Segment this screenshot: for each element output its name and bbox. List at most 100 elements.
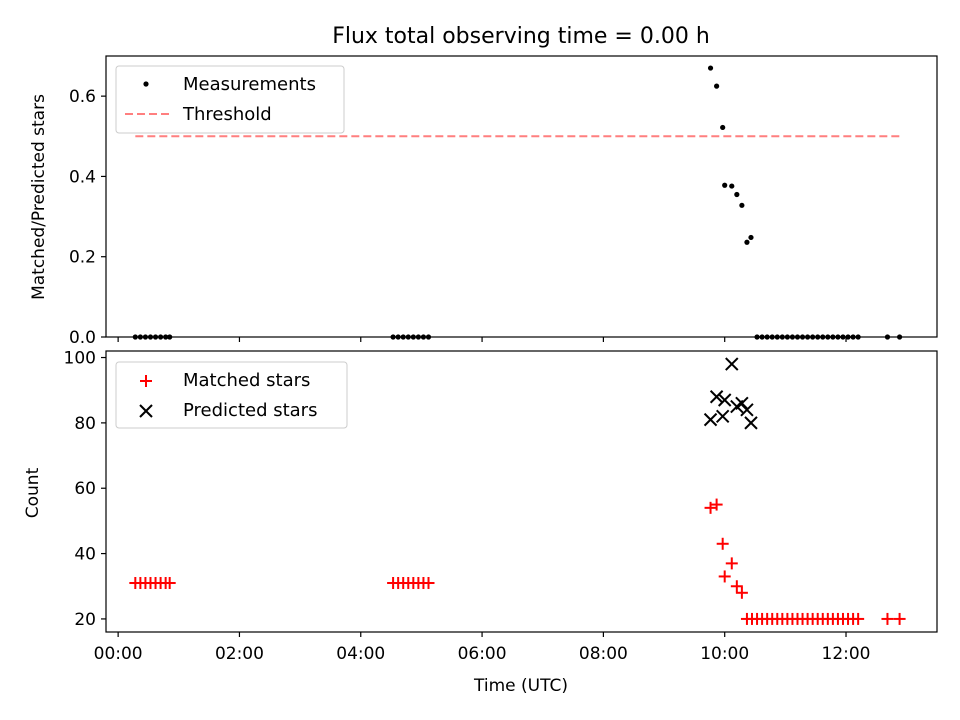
- bottom-axes-frame: [105, 350, 938, 633]
- measurement-point: [739, 202, 745, 208]
- bottom-y-ticks: 20 40 60 80 100: [64, 349, 106, 630]
- matched-star-point: [893, 612, 906, 625]
- matched-star-point: [710, 498, 723, 511]
- measurement-point: [720, 124, 726, 131]
- measurement-point: [840, 334, 846, 340]
- measurement-point: [825, 334, 831, 340]
- matched-star-point: [852, 612, 865, 625]
- top-ytick-label: 0.0: [69, 328, 96, 348]
- predicted-star-point: [744, 416, 758, 430]
- measurement-point: [425, 334, 432, 340]
- xtick-label: 10:00: [700, 644, 749, 664]
- measurement-point: [779, 334, 785, 340]
- measurement-point: [764, 334, 770, 340]
- top-panel: 0.0 0.2 0.4 0.6 Matched/Predicted stars Mea…: [29, 55, 938, 348]
- legend-predicted-label: Predicted stars: [183, 400, 317, 421]
- bottom-legend: Matched stars Predicted stars: [115, 361, 348, 429]
- measurement-point: [789, 334, 796, 340]
- bottom-x-ticks: 00:00 02:00 04:00 06:00 08:00 10:00 12:00: [94, 632, 871, 664]
- matched-star-point: [718, 570, 731, 583]
- measurement-point: [845, 334, 851, 340]
- x-axis-label: Time (UTC): [473, 676, 568, 696]
- predicted-star-point: [717, 393, 732, 407]
- legend-measurements-label: Measurements: [183, 74, 316, 95]
- measurement-point: [748, 234, 754, 241]
- bottom-ytick-label: 20: [74, 610, 96, 630]
- measurement-point: [830, 334, 836, 340]
- matched-star-point: [163, 576, 176, 589]
- measurement-point: [142, 334, 149, 340]
- top-y-ticks: 0.0 0.2 0.4 0.6: [69, 87, 106, 348]
- measurement-point: [390, 334, 396, 340]
- measurement-point: [799, 334, 806, 340]
- measurement-point: [810, 334, 816, 340]
- measurement-point: [395, 334, 401, 340]
- matched-star-point: [422, 576, 435, 589]
- bottom-panel: 20 40 60 80 100 00:00 02:00 04:00 06:00 08:00 10:…: [23, 349, 938, 696]
- measurement-point: [410, 334, 416, 340]
- top-ytick-label: 0.4: [69, 167, 96, 187]
- top-ytick-label: 0.2: [69, 248, 96, 268]
- matched-star-point: [881, 612, 894, 625]
- chart-title: Flux total observing time = 0.00 h: [332, 24, 710, 49]
- matched-star-point: [704, 501, 717, 514]
- legend-matched-marker: [140, 375, 152, 387]
- measurement-point: [714, 83, 720, 89]
- top-legend-box: [115, 65, 345, 134]
- measurement-point: [147, 334, 154, 340]
- matched-star-point: [716, 537, 729, 550]
- xtick-label: 04:00: [336, 644, 385, 664]
- measurement-point: [405, 334, 411, 340]
- xtick-label: 06:00: [458, 644, 507, 664]
- measurement-point: [722, 182, 728, 188]
- measurement-point: [734, 191, 740, 198]
- measurement-point: [152, 334, 159, 340]
- legend-threshold-label: Threshold: [182, 104, 272, 125]
- measurement-point: [784, 334, 790, 340]
- measurement-point: [167, 334, 173, 340]
- measurement-point: [850, 334, 856, 340]
- bottom-ytick-label: 80: [74, 414, 96, 434]
- count-points: [129, 357, 906, 625]
- measurement-point: [420, 334, 427, 340]
- xtick-label: 02:00: [215, 644, 264, 664]
- predicted-star-point: [715, 409, 730, 424]
- measurement-point: [132, 334, 138, 340]
- measurement-point: [896, 334, 903, 340]
- measurement-point: [137, 334, 143, 340]
- measurement-point: [759, 334, 765, 340]
- xtick-label: 00:00: [94, 644, 143, 664]
- measurement-point: [794, 334, 801, 340]
- top-y-axis-label: Matched/Predicted stars: [29, 94, 49, 300]
- bottom-y-axis-label: Count: [23, 467, 43, 518]
- predicted-star-point: [709, 390, 724, 404]
- measurement-point: [804, 334, 811, 340]
- top-x-ticks: [117, 337, 847, 342]
- measurement-point: [769, 334, 775, 340]
- predicted-star-point: [740, 403, 754, 417]
- measurement-points: [132, 65, 903, 340]
- measurement-point: [157, 334, 164, 340]
- top-axes-frame: [105, 55, 938, 338]
- measurement-point: [707, 65, 714, 71]
- legend-predicted-marker: [139, 404, 153, 418]
- bottom-ytick-label: 40: [74, 545, 96, 565]
- measurement-point: [774, 334, 780, 340]
- measurement-point: [744, 239, 750, 245]
- measurement-point: [855, 334, 861, 340]
- measurement-point: [754, 334, 760, 340]
- bottom-ytick-label: 60: [74, 479, 96, 499]
- measurement-point: [729, 183, 735, 189]
- legend-measurements-marker: [143, 81, 149, 87]
- measurement-point: [163, 334, 169, 340]
- top-legend: Measurements Threshold: [115, 65, 345, 134]
- matched-star-point: [730, 580, 743, 593]
- matched-star-point: [735, 586, 748, 599]
- top-ytick-label: 0.6: [69, 87, 96, 107]
- predicted-star-point: [725, 357, 739, 371]
- xtick-label: 08:00: [579, 644, 628, 664]
- xtick-label: 12:00: [822, 644, 871, 664]
- measurement-point: [815, 334, 821, 340]
- matched-star-point: [725, 557, 738, 570]
